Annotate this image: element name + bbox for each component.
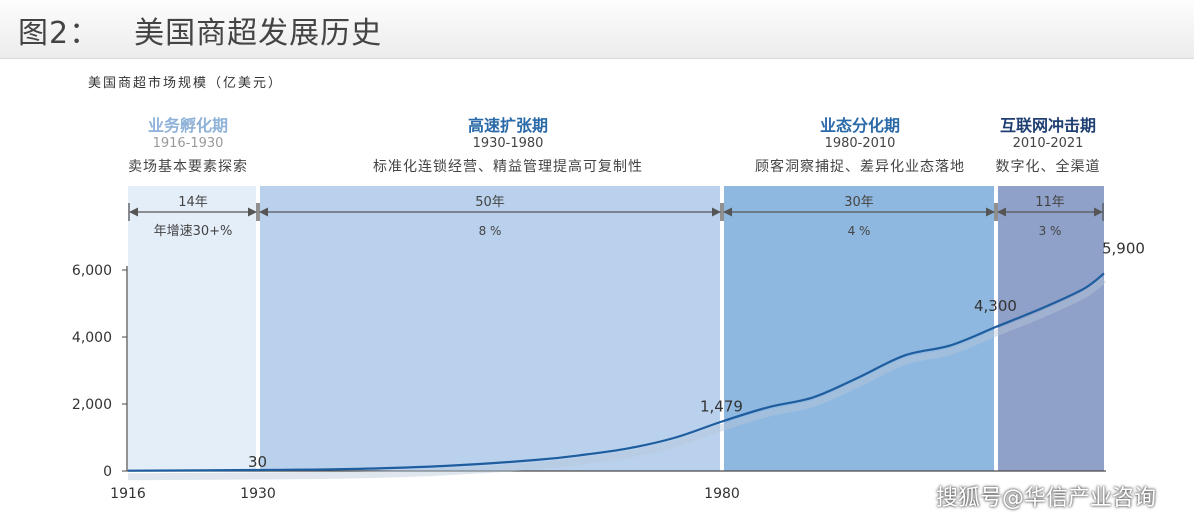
phase-description: 卖场基本要素探索 [128, 159, 248, 175]
phase-description: 数字化、全渠道 [995, 159, 1101, 175]
phase-band-differentiation [724, 186, 994, 471]
figure-title: 图2： 美国商超发展历史 [18, 8, 382, 52]
duration-label: 50年 [475, 195, 505, 210]
watermark: 搜狐号@华信产业咨询 [936, 486, 1157, 511]
phase-years: 2010-2021 [1012, 136, 1084, 151]
growth-rate-label: 8 % [479, 224, 502, 238]
phase-band-incubation [128, 186, 256, 471]
phase-description: 顾客洞察捕捉、差异化业态落地 [755, 159, 965, 175]
growth-rate-label: 年增速30+% [154, 224, 233, 239]
y-tick-label: 4,000 [72, 330, 112, 346]
phase-title: 高速扩张期 [467, 116, 548, 135]
y-tick-label: 2,000 [72, 397, 112, 413]
title-divider [0, 58, 1194, 59]
duration-label: 30年 [844, 195, 874, 210]
y-tick-label: 0 [103, 464, 112, 480]
figure-number: 图2： [18, 16, 101, 51]
phase-years: 1980-2010 [824, 136, 896, 151]
phase-band-internet [998, 186, 1104, 471]
x-tick-label: 1930 [240, 486, 276, 502]
phase-years: 1930-1980 [472, 136, 544, 151]
growth-rate-label: 3 % [1039, 224, 1062, 238]
phase-description: 标准化连锁经营、精益管理提高可复制性 [373, 159, 643, 175]
data-label: 5,900 [1102, 239, 1145, 257]
x-tick-label: 1980 [704, 486, 740, 502]
phase-title: 互联网冲击期 [999, 116, 1096, 135]
phase-title: 业务孵化期 [147, 116, 228, 135]
data-label: 30 [248, 453, 267, 471]
data-label: 1,479 [700, 397, 743, 415]
y-tick-label: 6,000 [72, 263, 112, 279]
title-bar: 图2： 美国商超发展历史 [0, 0, 1194, 58]
data-label: 4,300 [974, 297, 1017, 315]
duration-label: 14年 [178, 195, 208, 210]
series-line [127, 272, 1105, 472]
duration-label: 11年 [1035, 195, 1065, 210]
growth-rate-label: 4 % [848, 224, 871, 238]
figure-title-text: 美国商超发展历史 [134, 16, 383, 51]
series-line-shadow [127, 276, 1107, 481]
phase-title: 业态分化期 [819, 116, 900, 135]
phase-band-expansion [260, 186, 720, 471]
phase-years: 1916-1930 [152, 136, 224, 151]
y-axis-unit-label: 美国商超市场规模（亿美元） [88, 76, 284, 91]
x-tick-label: 1916 [110, 486, 146, 502]
